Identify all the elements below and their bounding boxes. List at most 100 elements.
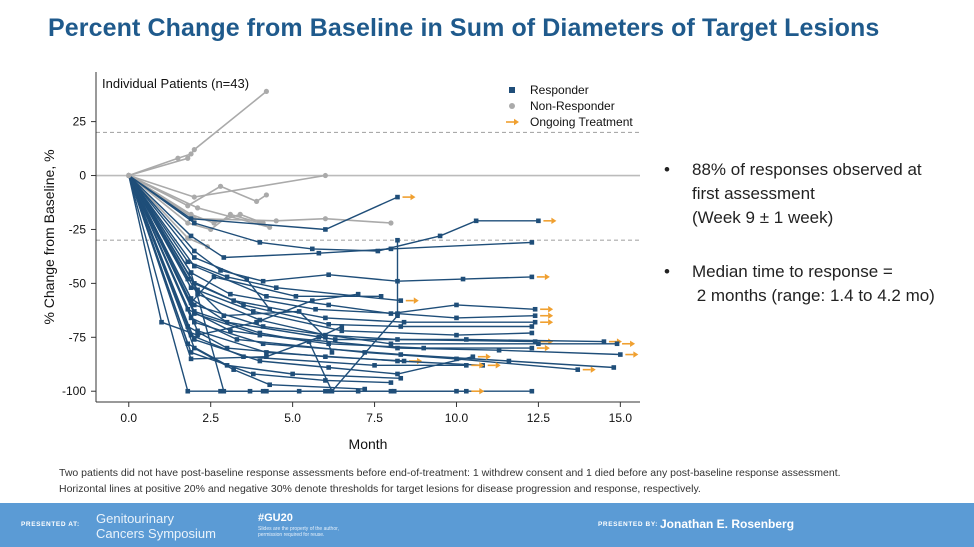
responder-point [313,306,318,312]
responder-point [326,322,331,327]
responder-point [224,345,230,351]
responder-point [293,294,299,299]
nonresponder-point [194,205,201,211]
ongoing-arrow-icon [495,362,501,369]
responder-point [188,285,194,290]
responder-point [329,388,335,394]
responder-point [267,306,272,312]
x-tick-label: 15.0 [609,411,633,425]
responder-point [192,345,197,351]
responder-point [454,302,459,308]
ongoing-arrow-icon [544,273,550,281]
responder-point [614,341,620,347]
responder-point [332,337,338,342]
presenter-name: Jonathan E. Rosenberg [660,517,795,531]
responder-point [529,274,535,280]
responder-point [221,313,227,319]
responder-point [388,246,394,252]
responder-line [128,175,532,336]
ongoing-arrow-icon [485,353,491,360]
bullet-line: 88% of responses observed at [692,160,922,179]
responder-point [473,218,479,224]
responder-point [244,276,250,282]
responder-point [218,268,223,273]
x-tick-label: 5.0 [284,411,301,425]
responder-point [401,319,407,325]
responder-point [395,194,400,200]
footnote-line: Horizontal lines at positive 20% and neg… [59,483,701,495]
responder-point [601,339,607,344]
responder-point [257,330,263,336]
nonresponder-point [191,194,197,200]
conference-line: Cancers Symposium [96,526,216,541]
presented-at-label: PRESENTED AT: [21,521,80,528]
responder-point [188,315,194,321]
responder-point [192,309,197,314]
responder-line [128,174,539,252]
responder-point [395,237,400,243]
responder-point [264,354,269,360]
nonresponder-point [322,216,328,222]
bullet-mark: • [664,262,670,281]
responder-point [251,309,256,314]
nonresponder-point [388,220,394,226]
key-findings: • 88% of responses observed at first ass… [662,158,968,338]
responder-line [128,175,605,343]
responder-point [375,248,381,254]
responder-point [362,386,368,392]
responder-point [228,291,233,297]
responder-point [264,350,269,355]
responder-point [231,367,236,372]
responder-point [575,367,581,372]
chart-legend: Responder Non-Responder Ongoing Treatment [506,83,633,129]
responder-point [260,388,266,394]
responder-point [188,216,194,221]
responder-point [192,220,197,226]
responder-line [128,174,398,231]
responder-point [195,287,200,293]
responder-point [464,363,469,368]
responder-line [128,175,532,282]
responder-point [188,270,194,275]
y-axis-label: % Change from Baseline, % [41,149,57,324]
responder-point [290,371,295,377]
responder-point [316,250,322,256]
responder-point [506,358,512,364]
responder-point [188,350,194,355]
bullet-response-timing: • 88% of responses observed at first ass… [662,158,968,230]
responder-point [326,302,331,308]
responder-point [323,315,328,321]
responder-point [395,345,400,351]
responder-point [454,356,459,362]
bullet-line: first assessment [692,184,815,203]
bullet-median-time: • Median time to response = 2 months (ra… [662,260,968,308]
x-tick-label: 2.5 [202,411,219,425]
y-tick-label: -100 [62,384,86,398]
responder-point [532,339,538,344]
responder-point [532,319,538,325]
responder-point [464,388,469,394]
ongoing-arrow-icon [410,193,416,201]
responder-line [128,175,474,375]
responder-point [185,259,191,265]
responder-point [454,332,459,338]
responder-point [192,302,197,308]
responder-point [234,337,240,342]
footer-banner: PRESENTED AT: Genitourinary Cancers Symp… [0,503,974,547]
bullet-line: (Week 9 ± 1 week) [692,208,834,227]
hashtag-note-line: Slides are the property of the author, [258,526,339,532]
x-tick-label: 0.0 [120,411,137,425]
nonresponder-point [267,224,273,230]
nonresponder-point [237,211,243,217]
responder-point [221,255,227,260]
responder-point [395,358,400,364]
hashtag-note-line: permission required for reuse. [258,532,325,538]
nonresponder-line [128,153,192,177]
legend-label: Responder [530,83,589,97]
bullet-line: 2 months (range: 1.4 to 4.2 mo) [692,286,935,305]
responder-point [323,378,328,383]
responder-point [529,240,535,245]
responder-point [260,324,266,329]
responder-point [211,274,217,280]
responder-point [192,248,197,254]
